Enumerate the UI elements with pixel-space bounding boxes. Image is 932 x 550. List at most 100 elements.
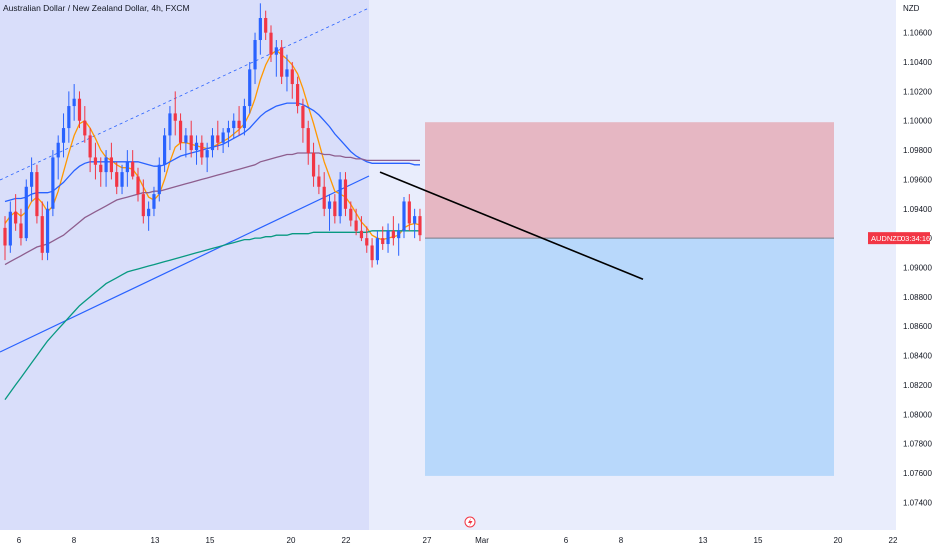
time-tick-label: 8: [619, 536, 624, 545]
candle-body: [163, 135, 167, 165]
last-price-symbol: AUDNZD: [871, 234, 903, 243]
time-tick-label: 20: [834, 536, 843, 545]
price-tick-label: 1.08000: [903, 410, 932, 419]
candle-body: [141, 194, 145, 217]
candle-body: [24, 186, 28, 239]
user-drawings[interactable]: [379, 171, 644, 280]
candle-body: [418, 216, 422, 236]
time-tick-label: 22: [342, 536, 351, 545]
candle: [306, 120, 310, 165]
candle: [354, 208, 358, 236]
candle: [264, 10, 268, 41]
candle-body: [301, 106, 305, 129]
stop-loss-zone[interactable]: [425, 122, 834, 239]
candle-body: [136, 176, 140, 195]
price-axis[interactable]: 1.10600 1.10400 1.10200 1.10000 1.09800 1.096…: [868, 29, 932, 508]
candle-body: [8, 211, 12, 246]
candle-body: [226, 128, 231, 133]
price-tick-label: 1.08400: [903, 352, 932, 361]
time-axis[interactable]: 6 8 13 15 20 22 27 Mar 6 8 13 15 20 22: [17, 516, 898, 545]
channel-upper-line[interactable]: [0, 7, 370, 181]
price-tick-label: 1.08600: [903, 322, 932, 331]
candle-body: [333, 201, 337, 217]
candle-body: [349, 208, 353, 221]
candle-body: [168, 113, 172, 136]
candle: [232, 113, 236, 139]
candle-body: [343, 179, 348, 209]
candle-body: [67, 106, 71, 129]
time-tick-label: 15: [206, 536, 215, 545]
candle: [131, 150, 135, 180]
candle: [88, 128, 92, 173]
candle: [349, 201, 353, 227]
labels: Australian Dollar / New Zealand Dollar, …: [3, 3, 920, 13]
candle: [226, 120, 231, 148]
candle-body: [189, 135, 193, 151]
candle: [274, 40, 278, 77]
price-tick-label: 1.10200: [903, 87, 932, 96]
candle-body: [274, 47, 278, 55]
time-tick-label: 22: [889, 536, 898, 545]
candle: [402, 197, 406, 239]
price-tick-label: 1.10000: [903, 117, 932, 126]
candle: [173, 91, 177, 136]
candlesticks: [3, 3, 422, 268]
candle-body: [296, 84, 300, 107]
candle: [253, 32, 257, 85]
candle-body: [375, 238, 379, 261]
candle-body: [327, 201, 332, 209]
price-tick-label: 1.09800: [903, 146, 932, 155]
candle: [359, 216, 364, 242]
time-tick-label: 6: [564, 536, 569, 545]
candle-body: [237, 120, 241, 129]
candle: [168, 106, 172, 151]
candle: [237, 106, 241, 136]
price-axis-area: [896, 0, 932, 550]
candle: [40, 201, 44, 261]
price-tick-label: 1.10600: [903, 29, 932, 38]
time-axis-area: [0, 530, 896, 550]
candle-body: [258, 18, 262, 41]
candle: [147, 201, 151, 231]
price-tick-label: 1.09600: [903, 175, 932, 184]
candle: [184, 128, 188, 158]
candle: [51, 150, 55, 217]
candle: [280, 40, 284, 85]
position-zones[interactable]: [425, 122, 834, 476]
candle: [205, 142, 209, 173]
event-lightning-icon[interactable]: [464, 516, 476, 528]
candle: [120, 164, 124, 195]
trend-channel[interactable]: [0, 7, 370, 353]
ma-line-purple: [4, 152, 420, 266]
candle: [136, 167, 140, 202]
channel-lower-line[interactable]: [0, 175, 370, 353]
candle-body: [157, 164, 161, 195]
candle: [83, 106, 87, 143]
candle: [381, 226, 385, 250]
candle: [109, 142, 113, 180]
candle-body: [216, 135, 220, 143]
candle: [365, 226, 369, 253]
take-profit-zone[interactable]: [425, 238, 834, 476]
price-tick-label: 1.08800: [903, 293, 932, 302]
price-tick-label: 1.10400: [903, 58, 932, 67]
price-tick-label: 1.07600: [903, 469, 932, 478]
candle: [115, 161, 119, 195]
candle-body: [311, 153, 316, 177]
candle-body: [391, 230, 395, 239]
ma-line-green: [4, 230, 420, 400]
candle: [311, 142, 316, 187]
candle: [125, 150, 129, 187]
candle: [45, 201, 50, 261]
candle-body: [125, 161, 129, 173]
trendline[interactable]: [379, 171, 644, 280]
candle-body: [285, 69, 289, 77]
candle-body: [194, 142, 199, 151]
candle-body: [104, 157, 108, 173]
candle: [67, 91, 71, 143]
candle: [317, 164, 321, 195]
candle-body: [3, 227, 7, 246]
candle: [290, 62, 294, 99]
